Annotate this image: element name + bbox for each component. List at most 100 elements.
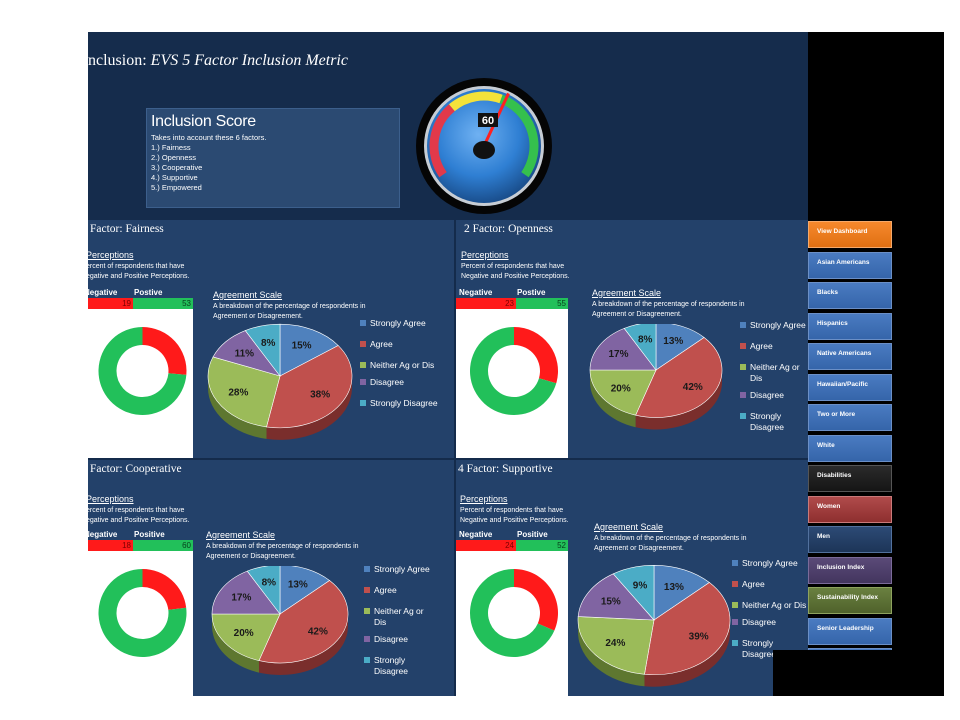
legend-item: Agree bbox=[364, 585, 434, 596]
pie-slice bbox=[653, 564, 710, 621]
pie-slice bbox=[279, 566, 331, 615]
positive-value: 55 bbox=[516, 298, 568, 309]
perceptions-sub-line: Percent of respondents that have bbox=[460, 507, 564, 514]
legend-label: Strongly Agree bbox=[742, 558, 798, 568]
legend-swatch bbox=[740, 392, 746, 398]
pie-legend: Strongly Agree Agree Neither Ag or Dis Disa… bbox=[360, 318, 450, 409]
gauge-arc-yellow bbox=[448, 91, 503, 112]
nav-button-senior-leadership[interactable]: Senior Leadership bbox=[808, 617, 892, 645]
legend-label: Strongly Disagree bbox=[374, 655, 409, 676]
gauge-arc-green bbox=[499, 94, 539, 178]
pie-data-label: 13% bbox=[288, 579, 308, 590]
factor-item: 1.) Fairness bbox=[151, 143, 191, 152]
pie-slice bbox=[612, 564, 655, 621]
agreement-pie: 13% 42% 20% 17% 8% bbox=[211, 566, 349, 675]
inclusion-score-heading: Inclusion Score bbox=[151, 113, 256, 130]
nav-button-men[interactable]: Men bbox=[808, 526, 892, 553]
legend-item: Disagree bbox=[360, 377, 450, 388]
nav-button-hispanics[interactable]: Hispanics bbox=[808, 312, 892, 340]
factor-item: 3.) Cooperative bbox=[151, 163, 203, 172]
nav-button-blacks[interactable]: Blacks bbox=[808, 282, 892, 309]
perceptions-subtitle: Percent of respondents that have Negative… bbox=[461, 262, 601, 282]
pie-slice-side bbox=[212, 614, 259, 673]
legend-item: Disagree bbox=[740, 390, 806, 401]
legend-item: Agree bbox=[740, 341, 806, 352]
pie-data-label: 8% bbox=[261, 338, 276, 349]
legend-label: Neither Ag or Dis bbox=[750, 362, 800, 383]
perceptions-sub-line: Negative and Positive Perceptions. bbox=[460, 517, 569, 524]
legend-swatch bbox=[360, 320, 366, 326]
nav-button-hawaiian-pacific[interactable]: Hawaiian/Pacific bbox=[808, 373, 892, 401]
legend-item: Strongly Agree bbox=[360, 318, 450, 329]
pie-slice bbox=[644, 582, 731, 675]
legend-swatch bbox=[360, 379, 366, 385]
pie-data-label: 42% bbox=[683, 382, 703, 393]
perception-donut-box bbox=[88, 309, 193, 458]
negative-value: 23 bbox=[456, 298, 516, 309]
nav-button-asian-americans[interactable]: Asian Americans bbox=[808, 251, 892, 279]
legend-swatch bbox=[740, 343, 746, 349]
agreement-sub-line: Agreement or Disagreement. bbox=[592, 311, 682, 318]
nav-button-disabilities[interactable]: Disabilities bbox=[808, 465, 892, 492]
legend-label: Disagree bbox=[370, 377, 405, 387]
agreement-sub-line: Agreement or Disagreement. bbox=[213, 313, 303, 320]
pie-legend: Strongly Agree Agree Neither Ag or Dis Disa… bbox=[364, 564, 434, 677]
pie-data-label: 20% bbox=[234, 628, 254, 639]
agreement-sub-line: Agreement or Disagreement. bbox=[594, 545, 684, 552]
perceptions-subtitle: ercent of respondents that have egative a… bbox=[88, 506, 226, 526]
legend-swatch bbox=[740, 322, 746, 328]
agreement-pie: 13% 42% 20% 17% 8% bbox=[589, 324, 723, 430]
nav-button-native-americans[interactable]: Native Americans bbox=[808, 343, 892, 370]
nav-button-view-dashboard[interactable]: View Dashboard bbox=[808, 221, 892, 248]
pie-slice-side bbox=[578, 620, 645, 687]
panel-supportive: 4 Factor: Supportive Perceptions Percent… bbox=[456, 460, 808, 696]
pie-data-label: 13% bbox=[664, 582, 684, 593]
legend-label: Disagree bbox=[750, 390, 785, 400]
inclusion-score-subtitle: Takes into account these 6 factors. bbox=[151, 133, 267, 142]
perception-donut bbox=[470, 327, 558, 415]
donut-negative-segment bbox=[142, 327, 187, 375]
agreement-pie: 15% 38% 28% 11% 8% bbox=[207, 323, 353, 440]
perceptions-sub-line: egative and Positive Perceptions. bbox=[88, 273, 190, 280]
nav-button-sustainability-index[interactable]: Sustainability Index bbox=[808, 587, 892, 614]
panel-title: 4 Factor: Supportive bbox=[458, 463, 553, 475]
pie-data-label: 17% bbox=[231, 593, 251, 604]
perception-donut bbox=[98, 327, 187, 415]
panel-openness: 2 Factor: Openness Perceptions Percent o… bbox=[456, 220, 808, 458]
pie-data-label: 39% bbox=[689, 631, 709, 642]
legend-item: Strongly Agree bbox=[732, 558, 808, 569]
legend-label: Neither Ag or Dis bbox=[374, 606, 424, 627]
legend-label: Disagree bbox=[742, 617, 777, 627]
pie-slice bbox=[258, 580, 349, 664]
legend-swatch bbox=[364, 608, 370, 614]
legend-label: Strongly Disagree bbox=[742, 638, 777, 659]
pie-slice bbox=[589, 327, 657, 371]
nav-button-women[interactable]: Women bbox=[808, 495, 892, 523]
perceptions-subtitle: ercent of respondents that have egative a… bbox=[88, 262, 226, 282]
nav-button-white[interactable]: White bbox=[808, 434, 892, 462]
gauge-value: 60 bbox=[482, 115, 494, 127]
nav-button-two-or-more[interactable]: Two or More bbox=[808, 404, 892, 431]
nav-button-inclusion-index[interactable]: Inclusion Index bbox=[808, 556, 892, 584]
donut-negative-segment bbox=[142, 569, 187, 610]
positive-label: Postive bbox=[517, 288, 546, 297]
legend-swatch bbox=[732, 560, 738, 566]
positive-value: 60 bbox=[133, 540, 193, 551]
pie-data-label: 20% bbox=[611, 383, 631, 394]
pie-data-label: 13% bbox=[663, 336, 683, 347]
legend-label: Strongly Disagree bbox=[750, 411, 785, 432]
donut-positive-segment bbox=[470, 327, 557, 415]
agreement-subtitle: A breakdown of the percentage of respond… bbox=[592, 300, 772, 320]
negative-label: Negative bbox=[459, 288, 493, 297]
perceptions-subtitle: Percent of respondents that have Negative… bbox=[460, 506, 600, 526]
perceptions-title: Perceptions bbox=[461, 250, 509, 260]
pie-slice bbox=[211, 613, 281, 661]
legend-item: Neither Ag or Dis bbox=[360, 360, 450, 371]
agreement-title: Agreement Scale bbox=[592, 288, 662, 298]
legend-swatch bbox=[364, 657, 370, 663]
negative-value: 18 bbox=[88, 540, 133, 551]
perception-donut bbox=[470, 569, 558, 657]
legend-label: Strongly Agree bbox=[374, 564, 430, 574]
gauge-arc-red bbox=[429, 104, 455, 178]
legend-item: Neither Ag or Dis bbox=[732, 600, 808, 611]
